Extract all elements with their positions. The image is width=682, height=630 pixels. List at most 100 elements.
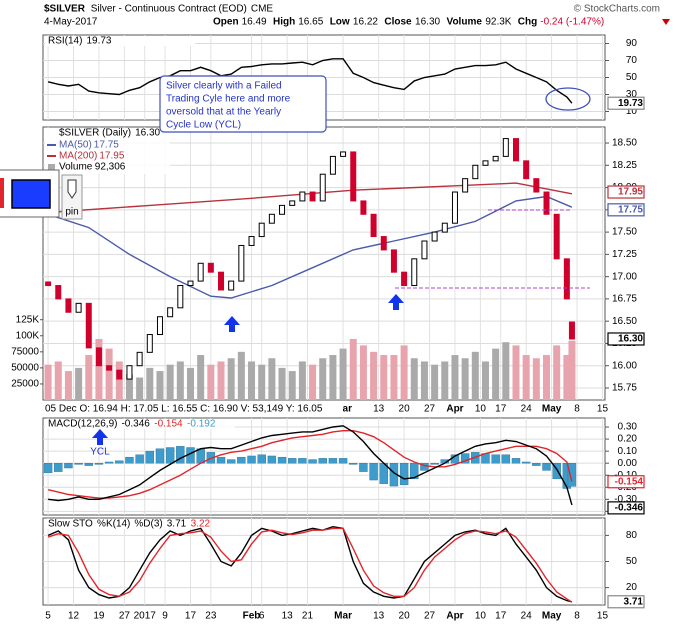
volume-bar (197, 355, 205, 400)
y-tick-label: 17.25 (612, 249, 637, 260)
volume-bar (431, 364, 439, 400)
y-tick-label: 80 (626, 530, 638, 541)
candle (451, 191, 458, 224)
candle (156, 316, 163, 336)
y-tick-label: 17.50 (612, 227, 637, 238)
volume-tick-label: 125K (16, 314, 40, 325)
y-tick-label: 50 (626, 72, 638, 83)
x-tick-label: 8 (574, 611, 580, 622)
histogram-bar (145, 450, 155, 464)
quote-value: 16.30 (415, 17, 440, 28)
histogram-bar (511, 458, 521, 464)
histogram-bar (216, 456, 226, 464)
series-name: %D(3) (134, 519, 162, 530)
legend-bg (45, 419, 235, 429)
value-box-label: 19.73 (618, 98, 643, 109)
value-box (607, 475, 645, 489)
symbol: $SILVER (44, 4, 86, 15)
date: 4-May-2017 (44, 17, 98, 28)
volume-bar (553, 345, 561, 400)
volume-bar (349, 338, 357, 400)
quote-value: 16.65 (298, 17, 323, 28)
x-tick-label: 9 (162, 611, 168, 622)
x-tick-label: 13 (373, 404, 385, 415)
candle (533, 178, 540, 193)
candle (462, 178, 469, 193)
candle (187, 280, 194, 287)
volume-bar (451, 355, 459, 400)
legend-title: MACD(12,26,9) (48, 419, 117, 430)
legend-bg (45, 36, 195, 46)
x-tick-label: 6 (259, 611, 265, 622)
candle (563, 258, 570, 300)
candle (258, 222, 265, 238)
candle (65, 298, 72, 313)
x-tick-label: Feb (243, 611, 261, 622)
volume-bar (44, 364, 52, 400)
x-tick-label: 2017 (134, 611, 157, 622)
value-box-label: 17.95 (618, 187, 643, 198)
hover-info: 05 Dec O: 16.94 H: 17.05 L: 16.55 C: 16.… (45, 404, 323, 415)
histogram-bar (338, 458, 348, 464)
y-tick-label: 18.50 (612, 138, 637, 149)
x-tick-label: May (542, 611, 562, 622)
candle (136, 351, 143, 367)
volume-bar (410, 358, 418, 400)
y-tick-label: 18.25 (612, 160, 637, 171)
x-tick-label: 15 (597, 404, 609, 415)
volume-bar (186, 367, 194, 400)
volume-bar (227, 358, 235, 400)
histogram-bar (298, 458, 307, 464)
volume-bar (248, 361, 256, 400)
volume-bar (329, 355, 337, 400)
volume-bar (502, 342, 510, 400)
candle (431, 231, 438, 242)
volume-bar (278, 367, 286, 400)
histogram-bar (399, 462, 409, 486)
blue-arrow (224, 316, 240, 332)
y-tick-label: 30 (626, 89, 638, 100)
candle (268, 213, 275, 224)
y-tick-label: 16.75 (612, 294, 637, 305)
quote-label: High (273, 17, 295, 28)
candle (228, 280, 235, 291)
x-tick-label: 20 (399, 404, 411, 415)
histogram-bar (165, 447, 175, 464)
value-box-label: -0.154 (615, 476, 644, 487)
quote-value: 92.3K (485, 17, 511, 28)
legend-bg (45, 128, 170, 174)
exchange: CME (251, 4, 274, 15)
volume-tick-label: 25000 (11, 379, 39, 390)
volume-bar (481, 361, 489, 400)
volume-bar (125, 374, 133, 400)
hover-bg (43, 402, 343, 416)
volume-bar (568, 340, 576, 400)
annotation-text: Trading Cyle here and more (166, 94, 291, 105)
legend-bg (45, 519, 195, 529)
volume-bar (146, 367, 154, 400)
volume-bar (217, 361, 225, 400)
candle (197, 262, 204, 282)
x-tick-label: 27 (424, 404, 436, 415)
ycl-label: YCL (90, 447, 110, 458)
histogram-bar (318, 458, 327, 464)
source: © StockCharts.com (574, 4, 660, 15)
candle (350, 151, 357, 202)
volume-bar (268, 358, 276, 400)
candle (553, 213, 560, 260)
histogram-bar (84, 462, 93, 466)
candle (55, 285, 62, 300)
candle (329, 155, 336, 175)
volume-bar (105, 348, 113, 400)
candle (568, 321, 575, 340)
annotation-text: Cycle Low (YCL) (166, 120, 241, 131)
volume-bar (288, 371, 296, 400)
panel-frame (42, 417, 606, 516)
volume-tick-label: 100K (16, 330, 40, 341)
annotation-text: Silver clearly with a Failed (166, 81, 282, 92)
x-tick-label: 13 (373, 611, 385, 622)
value-box (607, 185, 645, 199)
instrument-name: Silver - Continuous Contract (EOD) (91, 4, 247, 15)
value-box-label: 3.71 (624, 596, 644, 607)
candle (116, 369, 123, 380)
